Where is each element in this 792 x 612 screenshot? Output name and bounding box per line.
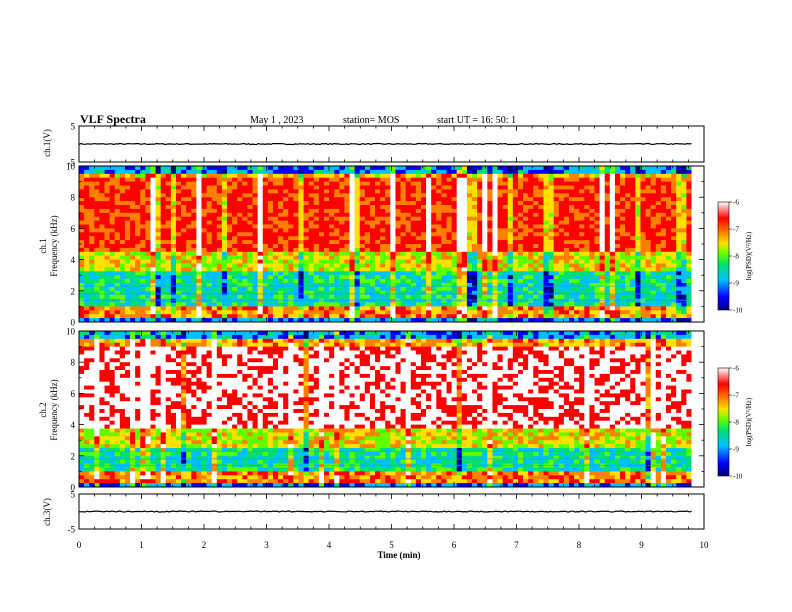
colorbar-tick-label: -6 bbox=[733, 365, 739, 373]
ch1-spectrogram-ytick-label: 8 bbox=[71, 193, 76, 203]
ch3-voltage-panel: 5 -5 bbox=[68, 490, 705, 535]
chart-title: VLF Spectra bbox=[80, 112, 146, 126]
x-tick-label: 9 bbox=[639, 540, 644, 550]
ch1-spectrogram-channel-label: ch.1 bbox=[38, 238, 48, 253]
x-tick-labels: 0 1 2 3 4 5 6 7 8 9 10 bbox=[77, 540, 709, 550]
ch2-spectrogram-image bbox=[79, 331, 692, 488]
station-label: station= MOS bbox=[343, 115, 399, 126]
ch1-spectrogram-ytick-label: 2 bbox=[71, 286, 76, 296]
ch3-voltage-ytick-label: 5 bbox=[71, 490, 76, 500]
colorbar-tick-label: -7 bbox=[733, 226, 739, 234]
colorbar-tick-label: -6 bbox=[733, 199, 739, 207]
ch1-voltage-ytick-label: 5 bbox=[71, 122, 76, 132]
ch1-voltage-ylabel: ch.1(V) bbox=[42, 129, 52, 157]
ch2-spectrogram-panel: 10 8 6 4 2 0 bbox=[66, 327, 705, 493]
ch1-spectrogram-ytick-label: 10 bbox=[66, 162, 76, 172]
colorbar-tick-label: -8 bbox=[733, 253, 739, 261]
ch1-voltage-ytick-label: -5 bbox=[68, 158, 76, 168]
colorbar-tick-label: -7 bbox=[733, 392, 739, 400]
ch2-spectrogram-ytick-label: 2 bbox=[71, 451, 76, 461]
colorbar-tick-label: -10 bbox=[733, 473, 743, 481]
ch1-spectrogram-ytick-label: 0 bbox=[71, 318, 76, 328]
ch2-spectrogram-ytick-label: 0 bbox=[71, 483, 76, 493]
ch2-spectrogram-ytick-label: 4 bbox=[71, 420, 76, 430]
colorbar-tick-label: -8 bbox=[733, 419, 739, 427]
x-tick-label: 10 bbox=[700, 540, 710, 550]
x-tick-label: 2 bbox=[202, 540, 207, 550]
ch2-spectrogram-ytick-label: 6 bbox=[71, 389, 76, 399]
colorbar-gradient bbox=[717, 367, 730, 477]
x-tick-label: 1 bbox=[139, 540, 144, 550]
x-tick-label: 4 bbox=[327, 540, 332, 550]
ch1-colorbar: -6 -7 -8 -9 -10 log(PSD)(V²/Hz) bbox=[717, 199, 753, 315]
ch1-spectrogram-ytick-label: 4 bbox=[71, 255, 76, 265]
x-tick-label: 3 bbox=[264, 540, 269, 550]
x-tick-label: 7 bbox=[514, 540, 519, 550]
colorbar-tick-label: -9 bbox=[733, 280, 739, 288]
colorbar-label: log(PSD)(V²/Hz) bbox=[745, 397, 753, 446]
ch3-voltage-ytick-label: -5 bbox=[68, 525, 76, 535]
start-time-label: start UT = 16: 50: 1 bbox=[437, 115, 516, 126]
ch2-spectrogram-ytick-label: 8 bbox=[71, 358, 76, 368]
date-label: May 1 , 2023 bbox=[250, 115, 303, 126]
ch2-spectrogram-ytick-label: 10 bbox=[66, 327, 76, 337]
x-tick-label: 0 bbox=[77, 540, 82, 550]
ch1-spectrogram-image bbox=[79, 166, 692, 323]
ch1-spectrogram-ytick-label: 6 bbox=[71, 224, 76, 234]
x-axis-label: Time (min) bbox=[377, 550, 420, 560]
ch1-voltage-trace bbox=[78, 142, 692, 146]
ch2-spectrogram-channel-label: ch.2 bbox=[38, 402, 48, 417]
ch3-voltage-trace bbox=[79, 510, 692, 513]
colorbar-label: log(PSD)(V²/Hz) bbox=[745, 231, 753, 280]
colorbar-tick-label: -10 bbox=[733, 307, 743, 315]
ch1-voltage-panel: 5 -5 bbox=[68, 122, 705, 168]
colorbar-gradient bbox=[717, 201, 730, 311]
x-tick-label: 5 bbox=[389, 540, 394, 550]
ch2-colorbar: -6 -7 -8 -9 -10 log(PSD)(V²/Hz) bbox=[717, 365, 753, 481]
x-tick-label: 8 bbox=[577, 540, 582, 550]
colorbar-tick-label: -9 bbox=[733, 446, 739, 454]
x-tick-label: 6 bbox=[452, 540, 457, 550]
ch2-spectrogram-ylabel: Frequency (kHz) bbox=[49, 379, 59, 440]
ch3-voltage-ylabel: ch.3(V) bbox=[42, 498, 52, 526]
ch1-spectrogram-panel: 10 8 6 4 2 0 bbox=[66, 162, 705, 328]
ch1-spectrogram-ylabel: Frequency (kHz) bbox=[49, 215, 59, 276]
